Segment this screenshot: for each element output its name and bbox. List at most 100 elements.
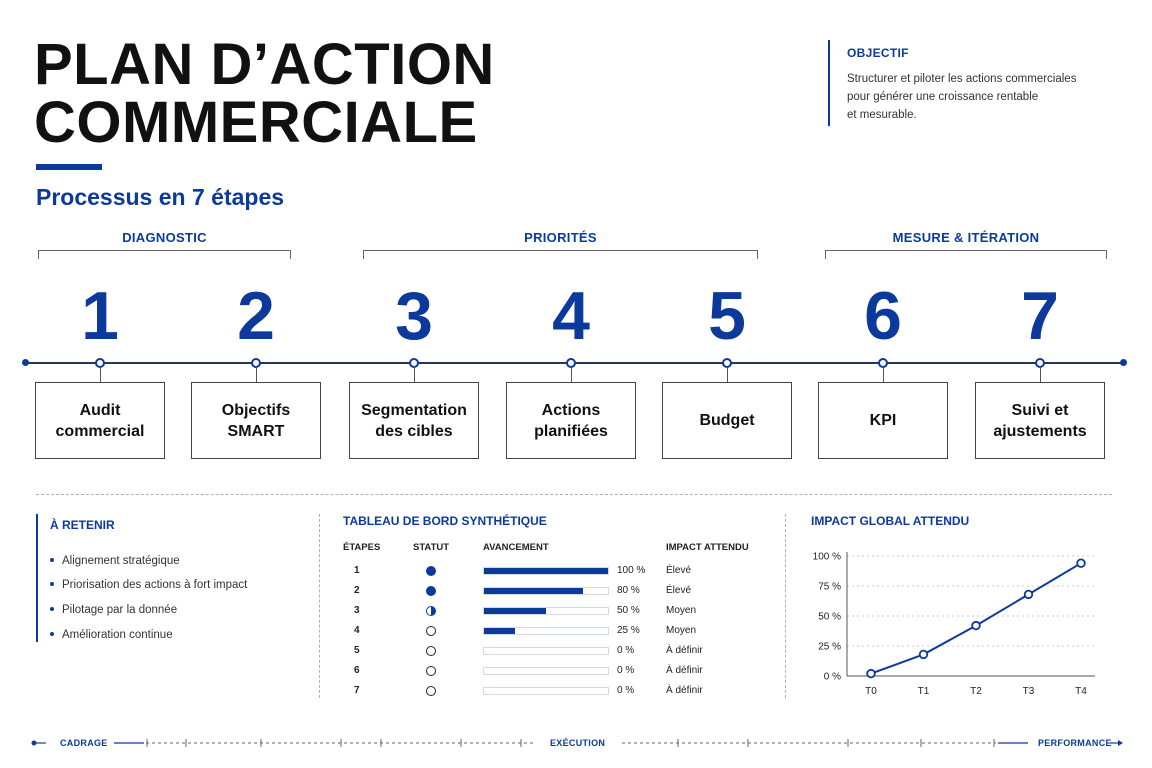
bullet-icon — [50, 581, 54, 586]
status-half-icon — [426, 606, 436, 616]
table-cell-pct: 0 % — [617, 665, 635, 676]
step-number-4: 4 — [552, 278, 590, 354]
section-divider — [36, 494, 1112, 495]
table-cell-etape: 5 — [354, 645, 360, 656]
objective-accent-line — [828, 40, 830, 126]
timeline-end-dot — [1120, 359, 1127, 366]
data-point — [918, 649, 929, 660]
step-connector-5 — [727, 368, 728, 382]
data-point — [866, 668, 876, 679]
retenir-heading: À RETENIR — [50, 518, 115, 532]
progress-bar-fill — [484, 568, 608, 574]
table-cell-impact: Moyen — [666, 625, 697, 636]
progress-bar — [483, 667, 609, 675]
y-tick-label: 50 % — [818, 612, 841, 623]
progress-bar — [483, 567, 609, 575]
table-cell-pct: 25 % — [617, 625, 640, 636]
table-cell-etape: 6 — [354, 665, 360, 676]
x-tick-label: T0 — [865, 686, 877, 697]
phase-mesure-bracket — [825, 250, 1107, 259]
table-cell-pct: 80 % — [617, 585, 640, 596]
step-box-6: KPI — [818, 382, 948, 459]
step-connector-4 — [571, 368, 572, 382]
table-cell-etape: 4 — [354, 625, 360, 636]
table-cell-pct: 50 % — [617, 605, 640, 616]
table-cell-pct: 100 % — [617, 565, 646, 576]
table-cell-impact: À définir — [666, 665, 703, 676]
dashboard-heading: TABLEAU DE BORD SYNTHÉTIQUE — [343, 514, 547, 528]
table-cell-etape: 3 — [354, 605, 360, 616]
retenir-item: Alignement stratégique — [50, 555, 180, 567]
step-connector-6 — [883, 368, 884, 382]
step-number-1: 1 — [81, 278, 119, 354]
column-header-avancement: AVANCEMENT — [483, 542, 549, 553]
phase-diagnostic-label: DIAGNOSTIC — [122, 230, 207, 245]
x-tick-label: T1 — [918, 686, 930, 697]
footer-phase-performance: PERFORMANCE — [1038, 738, 1112, 748]
progress-bar-fill — [484, 628, 515, 634]
y-tick-label: 25 % — [818, 642, 841, 653]
step-box-1: Audit commercial — [35, 382, 165, 459]
column-divider-1 — [319, 514, 320, 698]
timeline-node-3 — [409, 358, 419, 368]
step-connector-1 — [100, 368, 101, 382]
progress-bar — [483, 607, 609, 615]
step-number-3: 3 — [395, 278, 433, 354]
table-cell-impact: Élevé — [666, 565, 692, 576]
retenir-accent-line — [36, 514, 38, 642]
retenir-item: Priorisation des actions à fort impact — [50, 579, 247, 591]
step-number-7: 7 — [1021, 278, 1059, 354]
table-cell-impact: À définir — [666, 685, 703, 696]
timeline-node-1 — [95, 358, 105, 368]
table-cell-pct: 0 % — [617, 685, 635, 696]
timeline-node-5 — [722, 358, 732, 368]
bullet-icon — [50, 557, 54, 562]
y-tick-label: 0 % — [824, 672, 841, 683]
status-empty-icon — [426, 626, 436, 636]
step-connector-3 — [414, 368, 415, 382]
status-empty-icon — [426, 666, 436, 676]
progress-bar-fill — [484, 588, 584, 594]
retenir-item: Pilotage par la donnée — [50, 604, 177, 616]
step-box-7: Suivi et ajustements — [975, 382, 1105, 459]
step-box-2: Objectifs SMART — [191, 382, 321, 459]
progress-bar-fill — [484, 608, 546, 614]
x-tick-label: T4 — [1075, 686, 1087, 697]
step-connector-2 — [256, 368, 257, 382]
impact-series-line — [870, 562, 1082, 675]
timeline-node-6 — [878, 358, 888, 368]
step-number-2: 2 — [237, 278, 275, 354]
data-point — [971, 620, 981, 631]
timeline-node-7 — [1035, 358, 1045, 368]
footer-phase-cadrage: CADRAGE — [60, 738, 108, 748]
y-tick-label: 75 % — [818, 582, 841, 593]
data-point — [1023, 589, 1034, 600]
phase-diagnostic-bracket — [38, 250, 291, 259]
footer-phase-execution: EXÉCUTION — [546, 738, 610, 748]
status-full-icon — [426, 566, 436, 576]
impact-heading: IMPACT GLOBAL ATTENDU — [811, 514, 970, 528]
table-cell-impact: À définir — [666, 645, 703, 656]
table-cell-etape: 2 — [354, 585, 360, 596]
progress-bar — [483, 627, 609, 635]
status-empty-icon — [426, 686, 436, 696]
step-number-5: 5 — [708, 278, 746, 354]
step-box-5: Budget — [662, 382, 792, 459]
title-line-1: PLAN D’ACTION — [34, 32, 495, 97]
column-divider-2 — [785, 514, 786, 698]
phase-mesure-label: MESURE & ITÉRATION — [892, 230, 1040, 245]
timeline-start-dot — [22, 359, 29, 366]
objective-text: Structurer et piloter les actions commer… — [847, 73, 1077, 121]
impact-line-chart: 0 % 25 % 50 % 75 % 100 % T0 T1 T2 T3 T4 — [813, 552, 1095, 697]
step-box-4: Actions planifiées — [506, 382, 636, 459]
step-number-6: 6 — [864, 278, 902, 354]
retenir-item: Amélioration continue — [50, 629, 173, 641]
data-point — [1076, 558, 1086, 568]
column-header-statut: STATUT — [413, 542, 450, 553]
table-cell-impact: Élevé — [666, 585, 692, 596]
x-tick-label: T3 — [1023, 686, 1035, 697]
title-line-2: COMMERCIALE — [34, 90, 478, 155]
step-connector-7 — [1040, 368, 1041, 382]
table-cell-etape: 7 — [354, 685, 360, 696]
progress-bar — [483, 587, 609, 595]
